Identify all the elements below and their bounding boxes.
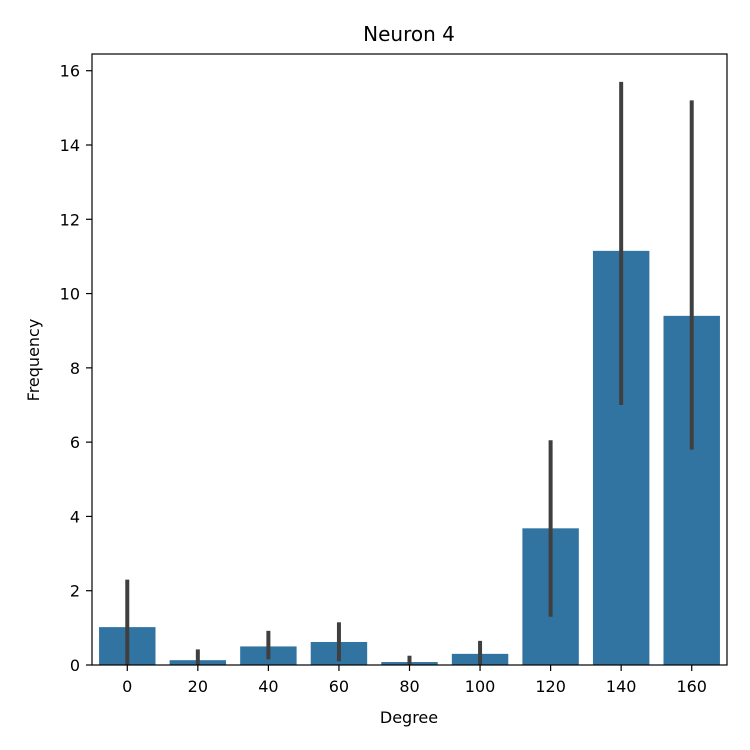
x-tick-label: 80 [399,677,419,696]
y-tick-label: 8 [70,359,80,378]
y-axis: 0 2 4 6 8 10 12 14 16 [60,62,92,675]
y-tick-label: 6 [70,433,80,452]
x-tick-label: 140 [606,677,637,696]
y-tick-label: 14 [60,136,80,155]
x-tick-label: 40 [258,677,278,696]
y-tick-label: 4 [70,507,80,526]
x-tick-label: 160 [676,677,707,696]
y-tick-label: 10 [60,285,80,304]
y-tick-label: 2 [70,582,80,601]
x-axis: 0 20 40 60 80 100 120 140 160 [122,665,707,696]
y-axis-label: Frequency [24,319,43,402]
y-tick-label: 0 [70,656,80,675]
x-tick-label: 100 [465,677,496,696]
x-tick-label: 120 [535,677,566,696]
x-tick-label: 60 [329,677,349,696]
y-tick-label: 16 [60,62,80,81]
x-axis-label: Degree [380,708,438,727]
y-tick-label: 12 [60,210,80,229]
bars-layer [99,250,720,665]
error-bars-layer [125,81,694,665]
chart-title: Neuron 4 [363,22,455,46]
x-tick-label: 20 [188,677,208,696]
x-tick-label: 0 [122,677,132,696]
